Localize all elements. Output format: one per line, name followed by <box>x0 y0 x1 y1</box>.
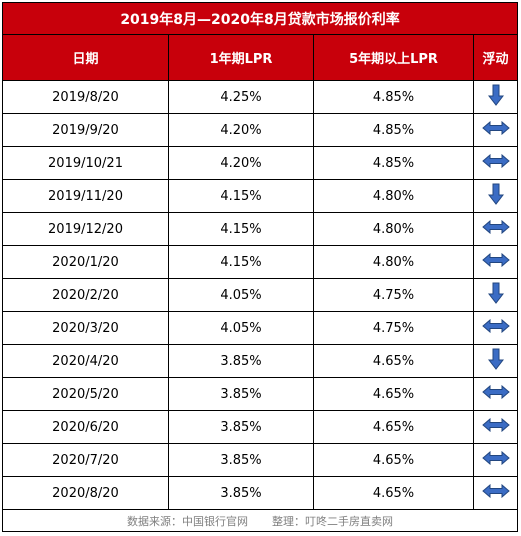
trend-cell <box>472 245 519 279</box>
date-cell: 2019/9/20 <box>2 113 169 147</box>
date-cell: 2020/5/20 <box>2 377 169 411</box>
lpr-5y-cell: 4.85% <box>313 146 474 180</box>
arrow-down-icon <box>487 348 504 374</box>
lpr-5y-cell: 4.80% <box>313 212 474 246</box>
lpr-5y-cell: 4.85% <box>313 80 474 114</box>
date-cell: 2020/8/20 <box>2 476 169 510</box>
table-row: 2020/3/20 4.05% 4.75% <box>2 311 519 345</box>
table-row: 2020/2/20 4.05% 4.75% <box>2 278 519 312</box>
date-cell: 2020/2/20 <box>2 278 169 312</box>
lpr-1y-cell: 4.15% <box>168 245 314 279</box>
lpr-1y-cell: 4.25% <box>168 80 314 114</box>
table-row: 2020/7/20 3.85% 4.65% <box>2 443 519 477</box>
trend-cell <box>472 344 519 378</box>
table-row: 2019/8/20 4.25% 4.85% <box>2 80 519 114</box>
trend-cell <box>472 80 519 114</box>
trend-cell <box>472 476 519 510</box>
date-cell: 2020/6/20 <box>2 410 169 444</box>
header-date: 日期 <box>2 34 169 81</box>
trend-cell <box>472 278 519 312</box>
lpr-5y-cell: 4.65% <box>313 443 474 477</box>
table-row: 2020/8/20 3.85% 4.65% <box>2 476 519 510</box>
lpr-1y-cell: 4.20% <box>168 146 314 180</box>
arrow-left-right-icon <box>481 450 510 469</box>
date-cell: 2019/8/20 <box>2 80 169 114</box>
date-cell: 2019/12/20 <box>2 212 169 246</box>
table-title: 2019年8月—2020年8月贷款市场报价利率 <box>1 2 519 35</box>
trend-cell <box>472 113 519 147</box>
trend-cell <box>472 179 519 213</box>
header-trend: 浮动 <box>472 34 519 81</box>
trend-cell <box>472 212 519 246</box>
lpr-1y-cell: 4.15% <box>168 179 314 213</box>
date-cell: 2019/10/21 <box>2 146 169 180</box>
lpr-5y-cell: 4.65% <box>313 377 474 411</box>
date-cell: 2020/3/20 <box>2 311 169 345</box>
footer-editor: 整理：叮咚二手房直卖网 <box>272 514 394 528</box>
arrow-left-right-icon <box>481 384 510 403</box>
lpr-1y-cell: 4.05% <box>168 311 314 345</box>
arrow-left-right-icon <box>481 417 510 436</box>
trend-cell <box>472 443 519 477</box>
header-lpr-1y: 1年期LPR <box>168 34 314 81</box>
header-row: 日期 1年期LPR 5年期以上LPR 浮动 <box>2 34 519 81</box>
arrow-down-icon <box>487 183 504 209</box>
table-row: 2019/10/21 4.20% 4.85% <box>2 146 519 180</box>
date-cell: 2020/4/20 <box>2 344 169 378</box>
arrow-left-right-icon <box>481 318 510 337</box>
lpr-5y-cell: 4.75% <box>313 278 474 312</box>
lpr-1y-cell: 4.20% <box>168 113 314 147</box>
arrow-down-icon <box>487 282 504 308</box>
footer-row: 数据来源：中国银行官网 整理：叮咚二手房直卖网 <box>1 509 519 532</box>
date-cell: 2019/11/20 <box>2 179 169 213</box>
table-row: 2020/4/20 3.85% 4.65% <box>2 344 519 378</box>
table-row: 2020/1/20 4.15% 4.80% <box>2 245 519 279</box>
lpr-5y-cell: 4.65% <box>313 344 474 378</box>
trend-cell <box>472 311 519 345</box>
table-row: 2019/9/20 4.20% 4.85% <box>2 113 519 147</box>
table-row: 2020/5/20 3.85% 4.65% <box>2 377 519 411</box>
table-row: 2019/12/20 4.15% 4.80% <box>2 212 519 246</box>
date-cell: 2020/7/20 <box>2 443 169 477</box>
arrow-left-right-icon <box>481 219 510 238</box>
arrow-left-right-icon <box>481 120 510 139</box>
lpr-5y-cell: 4.65% <box>313 410 474 444</box>
footer-source: 数据来源：中国银行官网 <box>127 514 249 528</box>
lpr-5y-cell: 4.80% <box>313 245 474 279</box>
header-lpr-5y: 5年期以上LPR <box>313 34 474 81</box>
lpr-1y-cell: 4.05% <box>168 278 314 312</box>
lpr-5y-cell: 4.85% <box>313 113 474 147</box>
trend-cell <box>472 377 519 411</box>
date-cell: 2020/1/20 <box>2 245 169 279</box>
lpr-1y-cell: 3.85% <box>168 476 314 510</box>
lpr-1y-cell: 3.85% <box>168 443 314 477</box>
lpr-5y-cell: 4.75% <box>313 311 474 345</box>
lpr-1y-cell: 3.85% <box>168 410 314 444</box>
title-row: 2019年8月—2020年8月贷款市场报价利率 <box>1 2 519 35</box>
lpr-1y-cell: 4.15% <box>168 212 314 246</box>
lpr-1y-cell: 3.85% <box>168 344 314 378</box>
arrow-left-right-icon <box>481 483 510 502</box>
arrow-down-icon <box>487 84 504 110</box>
lpr-5y-cell: 4.80% <box>313 179 474 213</box>
lpr-5y-cell: 4.65% <box>313 476 474 510</box>
table-row: 2019/11/20 4.15% 4.80% <box>2 179 519 213</box>
arrow-left-right-icon <box>481 153 510 172</box>
table-row: 2020/6/20 3.85% 4.65% <box>2 410 519 444</box>
footer-cell: 数据来源：中国银行官网 整理：叮咚二手房直卖网 <box>1 509 519 532</box>
trend-cell <box>472 410 519 444</box>
lpr-1y-cell: 3.85% <box>168 377 314 411</box>
table-body: 2019/8/20 4.25% 4.85% 2019/9/20 4.20% 4.85% 20… <box>2 80 519 510</box>
trend-cell <box>472 146 519 180</box>
arrow-left-right-icon <box>481 252 510 271</box>
